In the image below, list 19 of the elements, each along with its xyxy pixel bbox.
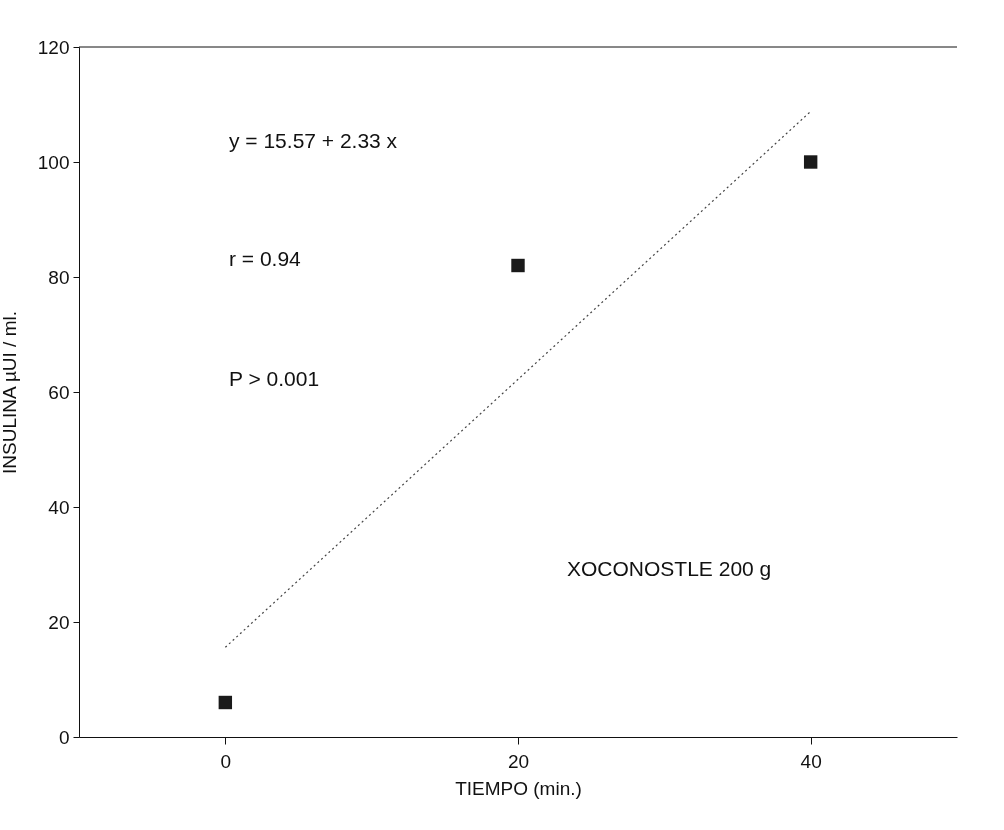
x-tick-label: 40 bbox=[800, 750, 822, 772]
annotation: XOCONOSTLE 200 g bbox=[567, 557, 772, 580]
annotation: r = 0.94 bbox=[229, 247, 302, 270]
y-tick-label: 0 bbox=[58, 726, 70, 748]
point bbox=[511, 258, 525, 273]
annotation: P > 0.001 bbox=[229, 367, 320, 390]
y-tick-label: 40 bbox=[48, 496, 70, 518]
x-tick-label: 20 bbox=[507, 750, 530, 772]
x-tick-label: 0 bbox=[220, 750, 232, 772]
y-tick-label: 100 bbox=[37, 151, 70, 173]
y-tick-label: 80 bbox=[48, 266, 70, 288]
annotation: y = 15.57 + 2.33 x bbox=[229, 129, 398, 152]
y-tick-label: 60 bbox=[48, 381, 70, 403]
y-tick-label: 120 bbox=[37, 36, 70, 58]
point bbox=[803, 155, 818, 169]
point bbox=[218, 695, 233, 710]
y-tick-label: 20 bbox=[48, 611, 70, 633]
x-axis-title: TIEMPO (min.) bbox=[455, 777, 582, 799]
y-axis-title: INSULINA µUI / ml. bbox=[0, 311, 20, 474]
